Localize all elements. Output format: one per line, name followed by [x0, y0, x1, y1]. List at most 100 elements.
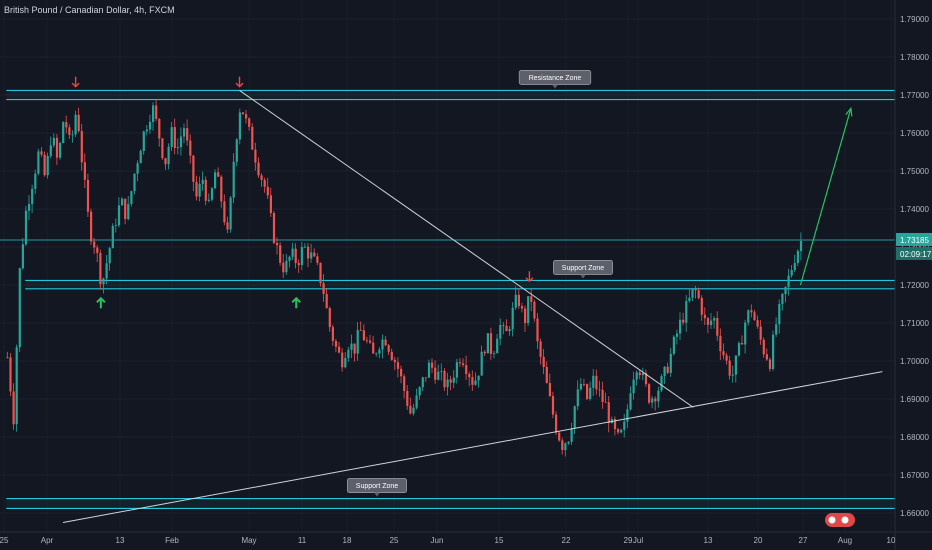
candle-body: [598, 389, 601, 391]
candle-body: [18, 268, 21, 348]
candle-body: [409, 405, 412, 414]
candle-body: [778, 303, 781, 325]
candle-body: [260, 175, 263, 180]
x-tick-label: 11: [298, 536, 307, 545]
candle-body: [325, 294, 328, 309]
x-tick-label: 25: [0, 536, 9, 545]
x-tick-label: Jul: [633, 536, 643, 545]
candle-body: [558, 432, 561, 441]
candle-body: [536, 318, 539, 342]
candle-body: [790, 270, 793, 276]
candle-body: [93, 241, 96, 248]
zone-fill: [6, 90, 896, 100]
green-up-arrow-icon: [291, 296, 301, 309]
y-tick-label: 1.78000: [900, 53, 929, 62]
y-tick-label: 1.74000: [900, 205, 929, 214]
candle-body: [685, 300, 688, 323]
markers-layer: Resistance Zone Support Zone Support Zone: [71, 70, 855, 527]
candle-body: [703, 314, 707, 319]
candle-body: [502, 324, 505, 326]
candle-body: [660, 376, 663, 391]
price-axis[interactable]: 1.79000 1.78000 1.77000 1.76000 1.75000 1.740…: [894, 0, 932, 550]
candle-body: [474, 380, 477, 385]
candle-body: [431, 362, 434, 368]
candle-body: [384, 339, 387, 346]
candle-body: [375, 353, 378, 355]
candle-body: [654, 398, 657, 402]
candle-body: [741, 343, 744, 345]
candle-body: [744, 322, 747, 345]
red-down-arrow-icon: [71, 76, 80, 88]
y-tick-label: 1.68000: [900, 433, 929, 442]
candle-body: [310, 252, 313, 259]
green-up-arrow-icon: [96, 296, 106, 309]
candle-body: [586, 384, 589, 399]
candle-body: [418, 387, 421, 396]
candle-body: [6, 357, 9, 358]
candle-body: [719, 335, 722, 352]
x-tick-label: 13: [704, 536, 713, 545]
candle-body: [421, 377, 424, 388]
candle-body: [716, 317, 719, 336]
candle-body: [303, 246, 307, 248]
candle-body: [530, 296, 533, 302]
candle-body: [620, 429, 623, 433]
candle-body: [359, 330, 362, 331]
candle-body: [282, 262, 285, 273]
candle-body: [799, 241, 803, 252]
projection-arrow-shaft: [799, 108, 852, 286]
candle-body: [124, 198, 127, 220]
candle-body: [663, 366, 666, 377]
candle-body: [496, 338, 499, 354]
candle-body: [198, 183, 201, 197]
candle-body: [412, 407, 415, 414]
candle-body: [548, 383, 552, 397]
candle-body: [347, 349, 350, 358]
y-tick-label: 1.72000: [900, 281, 929, 290]
candle-body: [706, 318, 710, 325]
candle-body: [189, 140, 192, 156]
candle-body: [186, 128, 189, 141]
candle-body: [576, 389, 579, 407]
candle-body: [62, 122, 65, 143]
candle-body: [753, 312, 756, 321]
candle-body: [279, 245, 282, 263]
candle-body: [214, 172, 217, 189]
candle-body: [601, 390, 604, 402]
candle-body: [338, 346, 341, 353]
zone-label-callout: Support Zone: [553, 260, 614, 279]
candle-body: [322, 283, 325, 295]
candle-body: [251, 126, 254, 150]
candle-body: [629, 393, 632, 410]
time-axis[interactable]: 25 Apr 13 Feb May 11 18 25 Jun 15 22 29 Jul 13 20 27 Aug…: [0, 531, 932, 545]
candle-body: [105, 263, 108, 279]
candle-body: [784, 286, 787, 294]
candle-body: [750, 310, 753, 313]
current-price-tag-box: [896, 232, 932, 246]
candle-body: [344, 357, 347, 368]
candle-body: [49, 145, 52, 156]
candle-body: [353, 343, 356, 354]
candle-body: [393, 359, 397, 363]
candle-body: [319, 262, 322, 284]
candle-body: [161, 138, 164, 159]
candle-body: [390, 351, 393, 360]
candle-body: [700, 297, 703, 315]
candle-body: [440, 370, 443, 372]
y-tick-label: 1.79000: [900, 15, 929, 24]
candle-body: [276, 243, 279, 246]
candle-body: [15, 347, 18, 425]
candle-body: [369, 340, 372, 343]
candle-body: [480, 351, 483, 376]
candle-body: [579, 383, 583, 390]
candle-body: [582, 383, 586, 385]
candle-body: [489, 333, 493, 354]
candle-body: [483, 351, 486, 354]
candle-body: [437, 371, 440, 380]
candle-body: [121, 198, 124, 206]
x-tick-label: Aug: [838, 536, 852, 545]
candle-body: [648, 384, 651, 403]
candle-body: [638, 372, 641, 376]
